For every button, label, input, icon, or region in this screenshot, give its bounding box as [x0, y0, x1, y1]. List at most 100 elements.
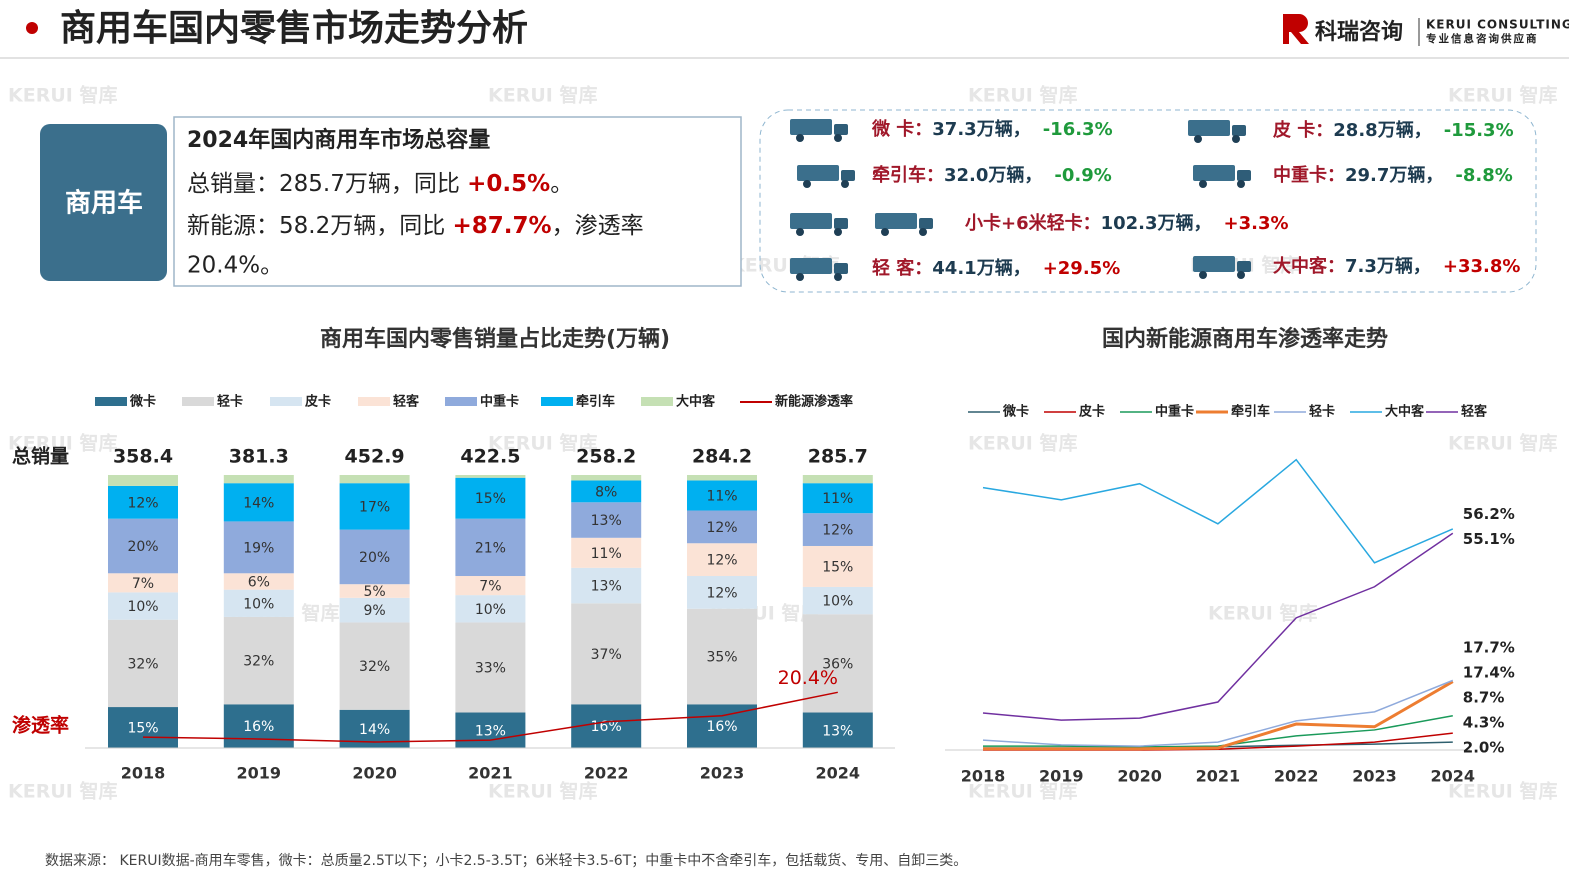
vehicle-icon [1188, 120, 1230, 136]
segment-value: 37.3万辆， [932, 118, 1030, 140]
x-tick-label: 2022 [584, 764, 629, 783]
bar-segment [339, 483, 410, 530]
vehicle-icon [834, 273, 842, 281]
watermark: KERUI 智库 [1208, 602, 1317, 625]
segment: 微 卡：37.3万辆， -16.3% [871, 118, 1113, 140]
summary-label-box [40, 124, 167, 281]
legend-label: 微卡 [1002, 404, 1029, 420]
segment: 皮 卡：28.8万辆， -15.3% [1273, 119, 1514, 141]
data-label: 9% [363, 603, 385, 619]
legend-label: 大中客 [676, 394, 716, 410]
segment-name: 小卡+6米轻卡： [965, 212, 1101, 234]
data-label: 11% [591, 546, 622, 562]
change: +87.7% [453, 213, 552, 239]
penetration-line [142, 691, 838, 743]
vehicle-icon [797, 165, 839, 181]
bar-segment [455, 712, 526, 748]
data-label: 5% [363, 584, 385, 600]
bar-segment [339, 622, 410, 710]
legend-swatch [182, 397, 214, 406]
bar-segment [339, 584, 410, 598]
watermark: KERUI 智库 [968, 432, 1077, 455]
legend-label: 中重卡 [1155, 404, 1194, 420]
total-value: 285.7 [808, 446, 868, 468]
legend-label: 中重卡 [480, 394, 519, 410]
vehicle-icon [796, 134, 804, 142]
x-tick-label: 2021 [468, 764, 513, 783]
data-label: 13% [475, 723, 506, 739]
x-tick-label: 2018 [121, 764, 166, 783]
segments-box [759, 109, 1537, 293]
total-label: 总销量 [12, 445, 69, 468]
data-label: 13% [591, 513, 622, 529]
line [983, 680, 1454, 751]
segment: 大中客：7.3万辆， +33.8% [1273, 255, 1520, 277]
legend-swatch [358, 397, 390, 406]
segment-change: +29.5% [1043, 258, 1121, 279]
bar-segment [802, 712, 873, 748]
bar-segment [687, 576, 757, 609]
bar-segment [455, 595, 526, 623]
logo-sub: 专业信息咨询供应商 [1426, 32, 1539, 45]
data-label: 8% [595, 484, 617, 500]
bar-segment [802, 614, 873, 713]
summary-label: 商用车 [65, 188, 143, 219]
x-tick-label: 2021 [1196, 767, 1241, 786]
vehicle-icon [875, 213, 917, 229]
x-tick-label: 2024 [816, 764, 861, 783]
line [982, 458, 1454, 564]
vehicle-icon [1199, 271, 1207, 279]
bar-segment [223, 616, 294, 705]
bar-segment [571, 475, 642, 481]
watermark: KERUI 智库 [968, 780, 1077, 803]
x-tick-label: 2019 [1039, 767, 1084, 786]
data-label: 12% [822, 523, 853, 539]
watermark: KERUI 智库 [488, 84, 597, 107]
segment-name: 微 卡： [871, 118, 932, 140]
legend-label: 微卡 [129, 394, 156, 410]
segment-value: 29.7万辆， [1345, 164, 1443, 186]
data-label: 37% [591, 647, 622, 663]
watermark: KERUI 智库 [8, 84, 117, 107]
segment: 轻 客：44.1万辆， +29.5% [872, 257, 1120, 279]
data-label: 36% [822, 656, 853, 672]
legend-swatch [641, 397, 673, 406]
vehicle-icon [1232, 125, 1246, 136]
data-label: 13% [591, 579, 622, 595]
logo-en: KERUI CONSULTING [1426, 18, 1569, 32]
summary-box [173, 116, 742, 287]
y2-label: 渗透率 [12, 714, 69, 737]
bar-segment [223, 704, 294, 748]
bar-segment [687, 510, 757, 544]
x-tick-label: 2023 [700, 764, 745, 783]
bar-segment [108, 475, 178, 486]
data-label: 32% [243, 654, 274, 670]
vehicle-icon [1193, 256, 1235, 272]
data-label: 10% [243, 596, 274, 612]
segment: 中重卡：29.7万辆， -8.8% [1273, 164, 1513, 186]
segment-name: 大中客： [1273, 255, 1345, 277]
data-label: 15% [822, 559, 853, 575]
legend-label: 轻卡 [1309, 404, 1335, 420]
data-label: 20% [359, 550, 390, 566]
segment-name: 皮 卡： [1273, 119, 1333, 141]
data-label: 7% [479, 579, 501, 595]
vehicle-icon [881, 228, 889, 236]
data-label: 17% [359, 499, 390, 515]
data-label: 20% [127, 539, 158, 555]
legend-swatch [445, 397, 477, 406]
legend-label: 大中客 [1385, 404, 1425, 420]
total-value: 452.9 [345, 446, 405, 468]
line [982, 532, 1454, 721]
bar-segment [802, 483, 873, 514]
watermark: KERUI 智库 [8, 432, 117, 455]
bar-segment [802, 475, 873, 484]
vehicle-icon [834, 228, 842, 236]
data-label: 10% [822, 594, 853, 610]
data-label: 7% [132, 576, 154, 592]
text: ，渗透率 [552, 213, 644, 239]
total-value: 258.2 [576, 446, 636, 468]
data-label: 6% [248, 574, 270, 590]
